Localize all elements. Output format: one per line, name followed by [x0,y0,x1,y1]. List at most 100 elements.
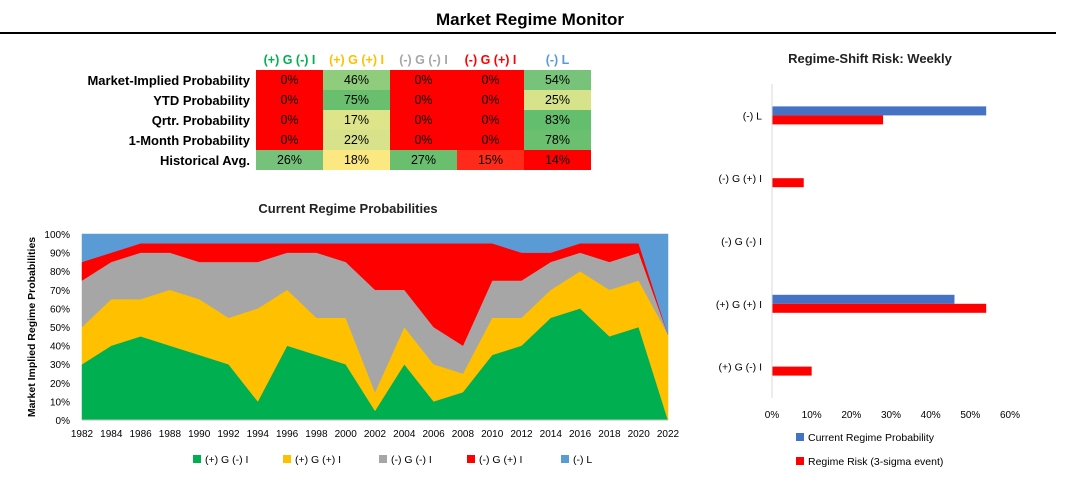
row-label: 1-Month Probability [128,132,250,148]
category-label: (+) G (-) I [719,362,762,374]
x-tick-label: 1984 [100,429,123,440]
y-tick-label: 70% [50,286,70,297]
x-tick-label: 2000 [335,429,358,440]
table-row: Historical Avg. 26% 18% 27% 15% 14% [64,150,591,170]
x-tick-label: 1998 [305,429,328,440]
y-tick-label: 40% [50,342,70,353]
table-row: 1-Month Probability 0% 22% 0% 0% 78% [64,130,591,150]
y-tick-label: 10% [50,397,70,408]
legend-swatch [561,455,569,463]
legend-swatch [193,455,201,463]
area-chart-title: Current Regime Probabilities [258,201,438,216]
table-row: Qrtr. Probability 0% 17% 0% 0% 83% [64,110,591,130]
bar-risk [772,178,804,188]
x-tick-label: 2016 [569,429,592,440]
category-label: (-) G (+) I [719,173,762,185]
area-chart: 0% 10% 20% 30% 40% 50% 60% 70% 80% 90% 100% 1982 198… [26,230,680,466]
y-tick-label: 90% [50,249,70,260]
table-cell: 18% [323,150,390,170]
row-label: Qrtr. Probability [151,112,250,128]
bar-risk [772,303,987,313]
table-cell: 0% [390,90,457,110]
table-cell: 0% [457,110,524,130]
table-cell: 25% [524,90,591,110]
table-cell: 27% [390,150,457,170]
y-tick-label: 50% [50,323,70,334]
title-divider [0,32,1056,34]
legend-label: Current Regime Probability [808,432,935,444]
table-cell: 46% [323,70,390,90]
x-tick-label: 2022 [657,429,680,440]
x-tick-label: 20% [841,410,861,421]
x-tick-label: 2008 [452,429,475,440]
table-row: YTD Probability 0% 75% 0% 0% 25% [64,90,591,110]
legend-label: (+) G (-) I [205,454,248,466]
column-header: (-) G (+) I [464,53,517,67]
bar-risk [772,366,812,376]
probability-table: (+) G (-) I (+) G (+) I (-) G (-) I (-) … [64,50,591,170]
bar-risk [772,115,884,125]
page-title: Market Regime Monitor [436,10,624,29]
y-tick-label: 80% [50,267,70,278]
x-tick-label: 2006 [422,429,445,440]
table-cell: 75% [323,90,390,110]
table-cell: 0% [390,110,457,130]
table-cell: 0% [256,130,323,150]
y-axis-title: Market Implied Regime Probabilities [26,237,38,417]
bar-chart-title: Regime-Shift Risk: Weekly [788,51,952,66]
table-cell: 0% [390,130,457,150]
x-tick-label: 1982 [71,429,94,440]
table-cell: 14% [524,150,591,170]
legend-label: (-) L [573,454,592,466]
table-cell: 78% [524,130,591,150]
x-tick-label: 2002 [364,429,387,440]
legend-label: Regime Risk (3-sigma event) [808,456,943,468]
table-cell: 54% [524,70,591,90]
legend-label: (+) G (+) I [295,454,341,466]
table-corner [64,50,256,70]
x-tick-label: 1996 [276,429,299,440]
table-cell: 26% [256,150,323,170]
legend-swatch [796,457,804,465]
x-tick-label: 0% [765,410,780,421]
legend-swatch [379,455,387,463]
column-header: (+) G (+) I [329,53,384,67]
table-row: Market-Implied Probability 0% 46% 0% 0% 54% [64,70,591,90]
table-cell: 0% [457,70,524,90]
column-header: (-) L [545,53,570,67]
x-tick-label: 1992 [217,429,240,440]
bar-chart: (-) L (-) G (+) I (-) G (-) I (+) G (+) I (+… [716,84,1020,468]
table-cell: 0% [256,70,323,90]
row-label: Historical Avg. [159,152,250,168]
x-tick-label: 30% [881,410,901,421]
legend-swatch [467,455,475,463]
x-tick-label: 1990 [188,429,211,440]
column-header: (-) G (-) I [399,53,448,67]
bar-current [772,106,987,116]
table-cell: 0% [256,110,323,130]
table-cell: 17% [323,110,390,130]
table-cell: 22% [323,130,390,150]
x-tick-label: 60% [1000,410,1020,421]
category-label: (-) G (-) I [721,236,762,248]
x-tick-label: 10% [802,410,822,421]
category-label: (+) G (+) I [716,299,762,311]
legend-label: (-) G (-) I [391,454,432,466]
y-tick-label: 20% [50,379,70,390]
y-tick-label: 0% [56,416,71,427]
y-tick-label: 100% [44,230,70,241]
table-cell: 0% [390,70,457,90]
x-tick-label: 2012 [510,429,533,440]
column-header: (+) G (-) I [263,53,316,67]
table-cell: 0% [457,90,524,110]
x-tick-label: 50% [960,410,980,421]
x-tick-label: 2010 [481,429,504,440]
legend-swatch [283,455,291,463]
x-tick-label: 40% [921,410,941,421]
row-label: Market-Implied Probability [87,72,250,88]
x-tick-label: 2014 [540,429,563,440]
bar-current [772,294,955,304]
legend-label: (-) G (+) I [479,454,522,466]
x-tick-label: 2004 [393,429,416,440]
y-tick-label: 30% [50,360,70,371]
